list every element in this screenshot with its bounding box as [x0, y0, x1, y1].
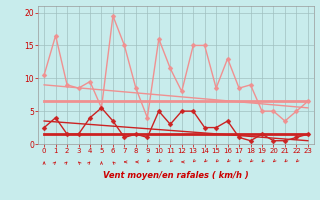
- X-axis label: Vent moyen/en rafales ( km/h ): Vent moyen/en rafales ( km/h ): [103, 171, 249, 180]
